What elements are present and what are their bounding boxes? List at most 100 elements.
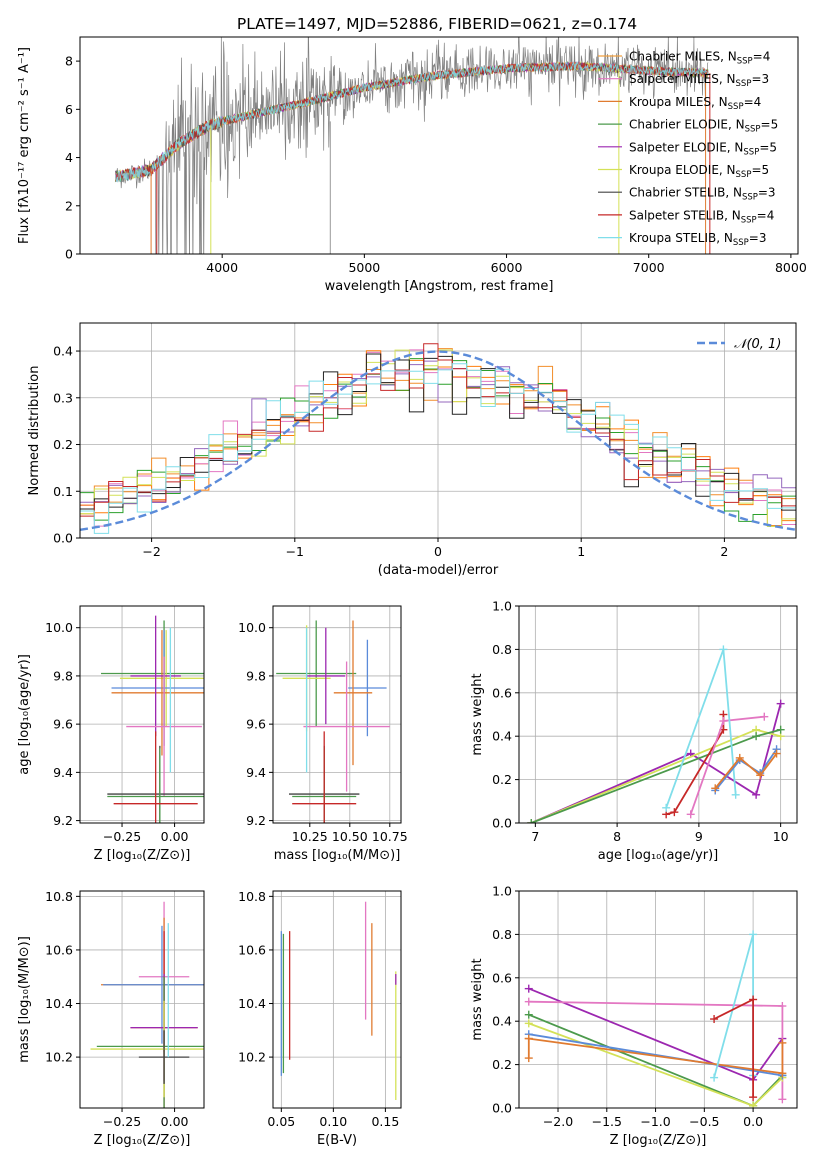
y-tick-label: 9.4	[53, 765, 73, 780]
y-tick-label: 2	[65, 198, 73, 213]
errorbar-point	[306, 627, 345, 725]
x-axis-label: mass [log₁₀(M/M⊙)]	[274, 848, 401, 863]
x-tick-label: 10.25	[292, 829, 328, 844]
series-marker	[749, 930, 758, 939]
y-axis-label: age [log₁₀(age/yr)]	[17, 654, 32, 775]
series-marker	[524, 997, 533, 1006]
x-tick-label: −0.25	[103, 1114, 141, 1129]
y-tick-label: 10.2	[45, 1050, 73, 1065]
y-tick-label: 4	[65, 150, 73, 165]
x-tick-label: 0.15	[371, 1114, 399, 1129]
y-tick-label: 10.2	[238, 1050, 266, 1065]
x-tick-label: −1.0	[640, 1114, 670, 1129]
y-tick-label: 0.3	[53, 390, 73, 405]
histogram-7	[80, 343, 796, 538]
errorbar-point	[292, 731, 357, 823]
panel-mass_vs_Z: −0.25 0.00 10.2 10.4 10.6 10.8 Z [log₁₀(Z/Z⊙)]…	[17, 889, 205, 1148]
series-marker	[752, 790, 761, 799]
series-marker	[711, 784, 720, 793]
series-marker	[778, 1095, 787, 1104]
series-line-7	[714, 753, 778, 789]
x-tick-label: 8	[613, 829, 621, 844]
axes-frame	[79, 890, 205, 1109]
series-marker	[524, 984, 533, 993]
x-tick-label: 0.10	[319, 1114, 347, 1129]
y-axis-label: mass [log₁₀(M/M⊙)]	[17, 936, 32, 1063]
errorbar-point	[138, 1030, 190, 1084]
legend-entry: Kroupa ELODIE, NSSP=5	[629, 163, 769, 180]
y-tick-label: 9.6	[53, 717, 73, 732]
x-tick-label: 0.05	[267, 1114, 295, 1129]
x-tick-label: 10	[773, 829, 789, 844]
series-marker	[756, 771, 765, 780]
x-tick-label: 8000	[775, 260, 807, 275]
y-tick-label: 9.2	[246, 813, 266, 828]
y-tick-label: 10.0	[45, 620, 73, 635]
series-marker	[735, 753, 744, 762]
x-axis-label: E(B-V)	[317, 1133, 357, 1148]
axes-frame	[272, 890, 402, 1109]
plot-area-massweight_vs_age	[527, 645, 785, 823]
series-marker	[524, 1010, 533, 1019]
y-tick-label: 10.0	[238, 620, 266, 635]
plot-area-massweight_vs_Z	[524, 930, 787, 1108]
errorbar-point	[113, 731, 198, 823]
y-tick-label: 0.2	[53, 437, 73, 452]
y-tick-label: 10.6	[238, 942, 266, 957]
panel-massweight_vs_Z: −2.0 −1.5 −1.0 −0.5 0.0 0.0 0.2 0.4 0.6 0.8 1.0 Z […	[470, 884, 798, 1148]
y-tick-label: 10.6	[45, 942, 73, 957]
x-axis-label: Z [log₁₀(Z/Z⊙)]	[610, 1133, 707, 1148]
series-marker	[749, 995, 758, 1004]
axes-frame	[518, 890, 798, 1109]
y-tick-label: 0.6	[492, 685, 512, 700]
y-tick-label: 10.4	[45, 996, 73, 1011]
plot-area-age_vs_mass	[276, 620, 390, 823]
x-axis-label: (data-model)/error	[378, 563, 499, 578]
errorbar-point	[130, 615, 181, 737]
y-tick-label: 9.4	[246, 765, 266, 780]
series-marker	[778, 1069, 787, 1078]
axes-frame	[272, 605, 402, 824]
y-axis-label: Flux [fλ10⁻¹⁷ erg cm⁻² s⁻¹ A⁻¹]	[17, 47, 32, 244]
y-tick-label: 0.2	[492, 772, 512, 787]
series-marker	[719, 645, 728, 654]
legend: Chabrier MILES, NSSP=4 Salpeter MILES, NS…	[598, 50, 778, 248]
y-tick-label: 9.2	[53, 813, 73, 828]
x-tick-label: 10.75	[372, 829, 408, 844]
errorbar-point	[103, 925, 204, 1044]
y-tick-label: 6	[65, 102, 73, 117]
series-marker	[778, 1038, 787, 1047]
y-axis-label: mass weight	[470, 958, 485, 1040]
errorbar-point	[348, 639, 387, 737]
panel-age_vs_mass: 10.25 10.50 10.75 9.2 9.4 9.6 9.8 10.0 mass [log…	[238, 605, 408, 863]
y-tick-label: 0.0	[492, 1101, 512, 1116]
x-tick-label: 10.50	[332, 829, 368, 844]
legend-entry: Salpeter STELIB, NSSP=4	[629, 208, 774, 225]
x-tick-label: −1	[286, 544, 304, 559]
x-axis-label: Z [log₁₀(Z/Z⊙)]	[94, 1133, 191, 1148]
x-tick-label: 7	[531, 829, 539, 844]
y-tick-label: 9.6	[246, 717, 266, 732]
panel-residual_hist: −2 −1 0 1 2 0.0 0.1 0.2 0.3 0.4 (data-model)/error…	[27, 322, 797, 578]
series-marker	[524, 1054, 533, 1063]
series-marker	[719, 717, 728, 726]
errorbar-point	[303, 661, 390, 792]
axes-frame	[518, 605, 798, 824]
x-tick-label: 6000	[491, 260, 523, 275]
y-tick-label: 9.8	[246, 668, 266, 683]
errorbar-point	[111, 630, 204, 756]
y-tick-label: 0	[65, 247, 73, 262]
x-tick-label: −1.5	[592, 1114, 622, 1129]
panel-age_vs_Z: −0.25 0.00 9.2 9.4 9.6 9.8 10.0 Z [log₁₀(Z/Z⊙)]…	[17, 605, 205, 863]
series-marker	[760, 712, 769, 721]
y-tick-label: 0.4	[53, 344, 73, 359]
series-marker	[686, 810, 695, 819]
panel-mass_vs_EBV: 0.05 0.10 0.15 10.2 10.4 10.6 10.8 E(B-V)	[238, 889, 402, 1148]
x-tick-label: 1	[577, 544, 585, 559]
x-tick-label: 0.00	[161, 829, 189, 844]
errorbar-point	[126, 656, 202, 797]
series-marker	[524, 1019, 533, 1028]
plot-area-residual_hist	[80, 343, 796, 538]
plot-area-age_vs_Z	[101, 615, 204, 823]
